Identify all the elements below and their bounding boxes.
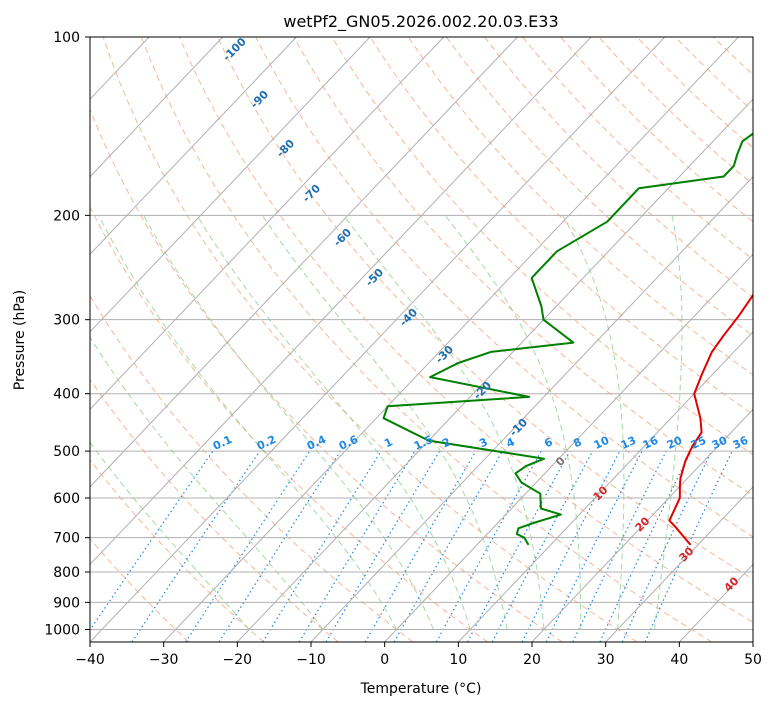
y-tick-label: 800 xyxy=(53,565,80,581)
mixing-ratio-label: 25 xyxy=(689,434,708,452)
isotherm xyxy=(90,37,224,178)
mixing-ratio-line xyxy=(90,450,214,631)
y-tick-label: 100 xyxy=(53,30,80,46)
mixing-ratio-label: 10 xyxy=(592,434,612,452)
mixing-ratio-line xyxy=(466,450,571,642)
dry-adiabat xyxy=(90,537,190,642)
y-tick-label: 600 xyxy=(53,491,80,507)
mixing-ratio-line xyxy=(364,450,477,642)
y-tick-label: 900 xyxy=(53,595,80,611)
mixing-ratio-line xyxy=(572,450,667,642)
mixing-ratio-line xyxy=(621,450,713,642)
x-tick-label: 0 xyxy=(380,652,389,668)
y-tick-label: 300 xyxy=(53,313,80,329)
isotherm xyxy=(90,37,592,566)
dry-adiabat xyxy=(90,108,563,642)
mixing-ratio-label: 30 xyxy=(710,434,730,452)
data-series xyxy=(382,132,753,546)
dry-adiabat xyxy=(90,459,264,642)
isotherm xyxy=(531,408,753,642)
dewpoint-line xyxy=(382,132,753,546)
mixing-ratio-label: 20 xyxy=(665,434,685,452)
y-tick-label: 200 xyxy=(53,208,80,224)
mixing-ratio-line xyxy=(325,450,441,642)
isotherm xyxy=(310,176,753,642)
isotherm xyxy=(90,37,371,333)
x-tick-label: 10 xyxy=(449,652,467,668)
isotherm xyxy=(384,253,753,642)
chart-title: wetPf2_GN05.2026.002.20.03.E33 xyxy=(283,12,558,32)
mixing-ratio-label: 36 xyxy=(731,434,751,452)
dry-adiabat xyxy=(217,37,753,580)
mixing-ratio-line xyxy=(185,450,311,642)
isotherm xyxy=(90,37,518,488)
y-tick-label: 500 xyxy=(53,444,80,460)
moist-adiabat xyxy=(261,215,508,630)
x-tick-label: −30 xyxy=(149,652,179,668)
x-tick-label: −20 xyxy=(223,652,253,668)
plot-frame xyxy=(89,36,754,643)
y-axis: 100 200 300 400 500 600 700 800 900 1000 xyxy=(44,30,90,638)
mixing-ratio-line xyxy=(131,450,261,642)
dry-adiabat xyxy=(90,378,339,642)
dry-adiabat xyxy=(255,37,753,538)
mixing-ratio-line xyxy=(599,450,692,642)
isotherm xyxy=(457,331,753,642)
x-axis-title: Temperature (°C) xyxy=(360,681,482,697)
isotherm xyxy=(90,37,297,256)
y-tick-label: 1000 xyxy=(44,622,80,638)
dry-adiabat xyxy=(102,37,638,642)
y-tick-label: 700 xyxy=(53,531,80,547)
isotherm xyxy=(90,37,445,411)
isotherm xyxy=(605,486,753,642)
y-axis-title: Pressure (hPa) xyxy=(12,290,28,390)
dry-adiabat xyxy=(178,37,753,623)
x-tick-label: 40 xyxy=(670,652,688,668)
dry-adiabat xyxy=(140,37,712,642)
y-tick-label: 400 xyxy=(53,387,80,403)
mixing-ratio-label: 13 xyxy=(619,434,638,452)
isotherm xyxy=(163,37,739,642)
dry-adiabat xyxy=(407,37,753,376)
x-tick-label: 50 xyxy=(744,652,762,668)
dry-adiabat xyxy=(293,37,753,496)
x-axis: −40 −30 −20 −10 0 10 20 30 40 50 xyxy=(75,642,762,668)
isotherm xyxy=(236,98,753,642)
dry-adiabat xyxy=(369,37,753,415)
dry-adiabat xyxy=(331,37,753,456)
mixing-ratio-label: 16 xyxy=(641,434,661,452)
isotherm xyxy=(90,37,666,642)
x-tick-label: −40 xyxy=(75,652,105,668)
mixing-ratio-line xyxy=(262,450,382,642)
temperature-line xyxy=(668,293,753,546)
x-tick-label: 30 xyxy=(597,652,615,668)
x-tick-label: −10 xyxy=(296,652,326,668)
dry-adiabat xyxy=(90,205,488,642)
mixing-ratio-line xyxy=(298,450,416,642)
background-lines xyxy=(90,37,753,642)
mixing-ratio-line xyxy=(218,450,342,642)
x-tick-label: 20 xyxy=(523,652,541,668)
